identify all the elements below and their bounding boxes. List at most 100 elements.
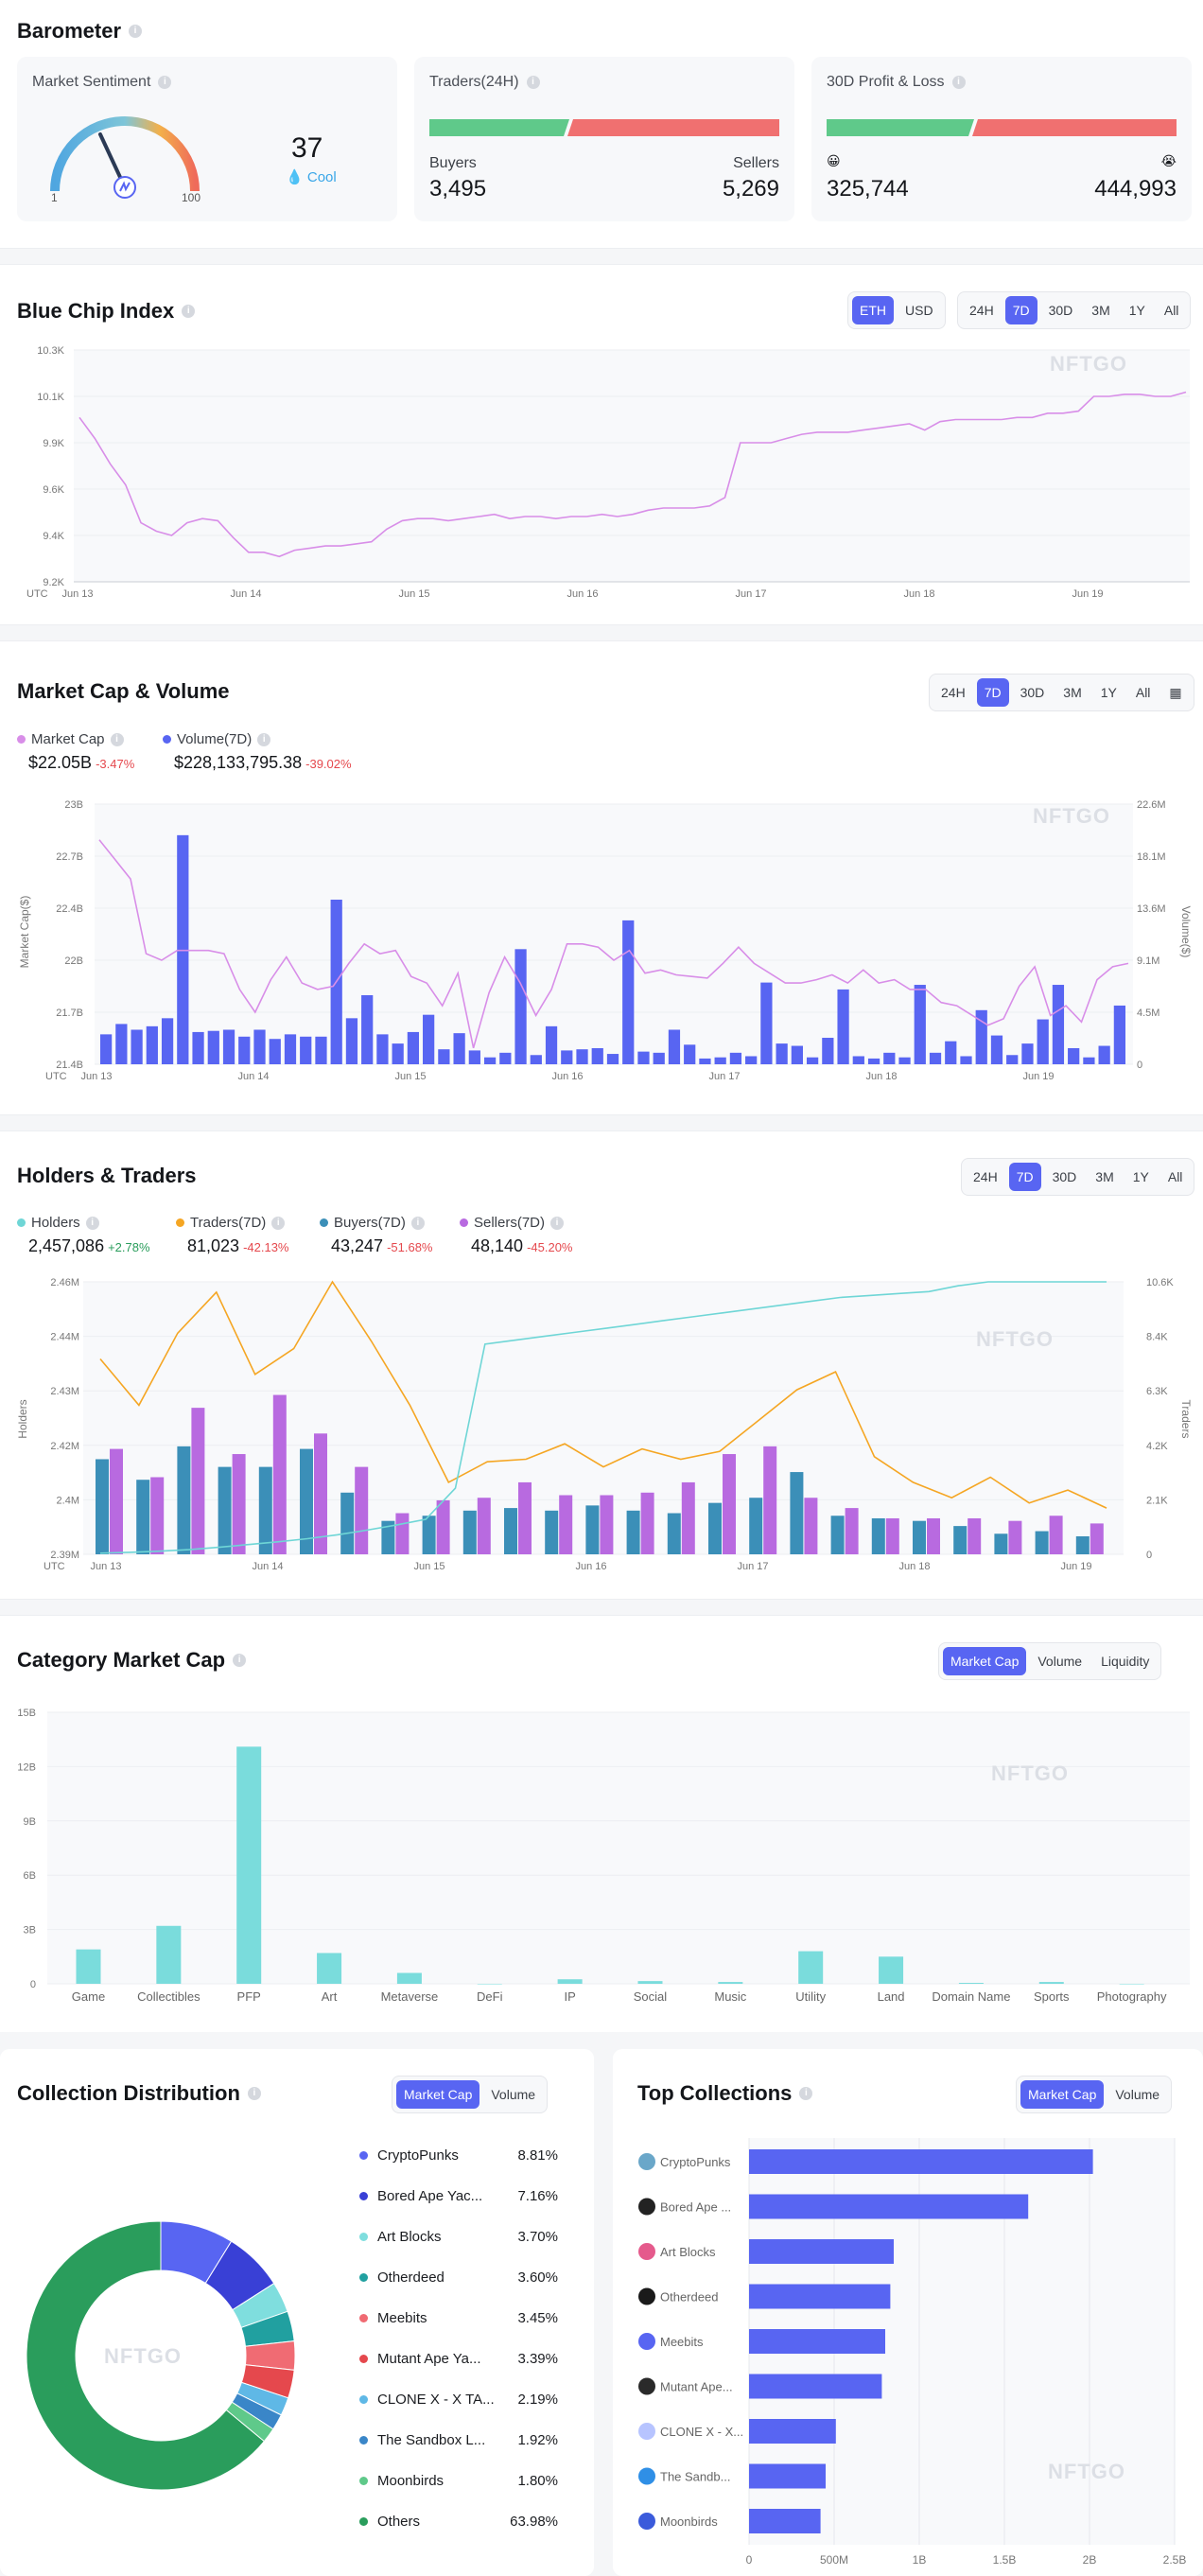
- range-30d-button[interactable]: 30D: [1052, 1169, 1077, 1184]
- buyers-bar: [218, 1466, 232, 1554]
- x-tick-label: 2B: [1083, 2553, 1097, 2567]
- legend-traders[interactable]: Traders(7D) i: [176, 1215, 286, 1231]
- sellers-bar: [804, 1498, 818, 1554]
- category-bar: [557, 1979, 583, 1984]
- distribution-legend-item[interactable]: Otherdeed 3.60%: [359, 2269, 558, 2286]
- y-left-tick-label: 2.44M: [50, 1332, 79, 1343]
- legend-buyers[interactable]: Buyers(7D) i: [320, 1215, 425, 1231]
- info-icon[interactable]: i: [247, 2087, 261, 2100]
- info-icon[interactable]: i: [550, 1216, 565, 1230]
- volume-bar: [791, 1045, 803, 1064]
- holders-line: [99, 1281, 1107, 1554]
- volume-bar: [453, 1033, 465, 1064]
- x-tick-label: 0: [746, 2553, 753, 2567]
- distribution-legend-item[interactable]: The Sandbox L... 1.92%: [359, 2432, 558, 2448]
- tab-liquidity[interactable]: Liquidity: [1101, 1654, 1150, 1669]
- legend-holders[interactable]: Holders i: [17, 1215, 99, 1231]
- x-tick-label: Jun 19: [1060, 1561, 1091, 1572]
- distribution-legend-item[interactable]: Others 63.98%: [359, 2514, 558, 2530]
- distribution-legend-item[interactable]: Bored Ape Yac... 7.16%: [359, 2188, 558, 2204]
- buyers-bar: [462, 1510, 477, 1554]
- range-3m-button[interactable]: 3M: [1095, 1169, 1114, 1184]
- sellers-bar: [763, 1446, 777, 1554]
- x-tick-label: 1.5B: [993, 2553, 1017, 2567]
- distribution-legend-item[interactable]: Meebits 3.45%: [359, 2310, 558, 2326]
- range-7d-button[interactable]: 7D: [1004, 296, 1037, 324]
- range-24h-button[interactable]: 24H: [973, 1169, 998, 1184]
- buyers-bar: [749, 1498, 763, 1554]
- info-icon[interactable]: i: [526, 76, 540, 89]
- info-icon[interactable]: i: [233, 1654, 247, 1667]
- range-all-button[interactable]: All: [1135, 685, 1151, 700]
- tab-market-cap[interactable]: Market Cap: [943, 1647, 1027, 1675]
- info-icon[interactable]: i: [799, 2087, 813, 2100]
- volume-value: $228,133,795.38 -39.02%: [174, 753, 352, 772]
- collection-label: Meebits: [660, 2335, 704, 2349]
- tab-volume[interactable]: Volume: [491, 2087, 536, 2102]
- volume-bar: [806, 1057, 819, 1064]
- legend-dot: [359, 2233, 368, 2241]
- info-icon[interactable]: i: [410, 1216, 425, 1230]
- range-24h-button[interactable]: 24H: [941, 685, 966, 700]
- y-tick-label: 3B: [24, 1925, 36, 1936]
- range-1y-button[interactable]: 1Y: [1132, 1169, 1149, 1184]
- range-3m-button[interactable]: 3M: [1063, 685, 1082, 700]
- sellers-label: Sellers: [733, 155, 779, 171]
- buyers-value: 43,247 -51.68%: [331, 1236, 433, 1255]
- distribution-legend-item[interactable]: CryptoPunks 8.81%: [359, 2147, 558, 2164]
- volume-bar: [545, 1025, 558, 1064]
- currency-eth-button[interactable]: ETH: [852, 296, 894, 324]
- sellers-bar: [723, 1454, 736, 1554]
- volume-bar: [914, 985, 926, 1064]
- range-1y-button[interactable]: 1Y: [1128, 303, 1145, 318]
- distribution-legend-item[interactable]: Art Blocks 3.70%: [359, 2229, 558, 2245]
- y-tick-label: 9.9K: [43, 438, 64, 449]
- legend-sellers[interactable]: Sellers(7D) i: [460, 1215, 565, 1231]
- y-left-tick-label: 22.7B: [56, 851, 83, 863]
- info-icon[interactable]: i: [271, 1216, 286, 1230]
- series-line: [78, 391, 1187, 558]
- collection-label: CLONE X - X...: [660, 2425, 743, 2439]
- volume-bar: [146, 1025, 158, 1064]
- y-right-tick-label: 13.6M: [1137, 903, 1166, 915]
- range-7d-button[interactable]: 7D: [1008, 1163, 1041, 1191]
- info-icon[interactable]: i: [110, 732, 124, 746]
- buyers-bar: [708, 1502, 722, 1554]
- buyers-bar: [953, 1526, 968, 1554]
- plot-area: [95, 804, 1133, 1064]
- calendar-icon[interactable]: ▦: [1169, 685, 1182, 700]
- buyers-value: 3,495: [429, 176, 487, 202]
- x-tick-label: Photography: [1097, 1989, 1167, 2004]
- range-7d-button[interactable]: 7D: [976, 678, 1009, 707]
- range-24h-button[interactable]: 24H: [969, 303, 994, 318]
- range-30d-button[interactable]: 30D: [1020, 685, 1045, 700]
- buyers-bar: [422, 1516, 436, 1554]
- range-30d-button[interactable]: 30D: [1048, 303, 1073, 318]
- x-tick-label: Jun 15: [398, 588, 429, 600]
- distribution-legend-item[interactable]: Moonbirds 1.80%: [359, 2473, 558, 2489]
- range-all-button[interactable]: All: [1167, 1169, 1183, 1184]
- legend-volume[interactable]: Volume(7D) i: [163, 731, 271, 747]
- tab-market-cap[interactable]: Market Cap: [1020, 2080, 1105, 2109]
- info-icon[interactable]: i: [951, 76, 966, 89]
- legend-market-cap[interactable]: Market Cap i: [17, 731, 124, 747]
- currency-usd-button[interactable]: USD: [905, 303, 933, 318]
- range-all-button[interactable]: All: [1163, 303, 1179, 318]
- legend-dot: [359, 2477, 368, 2485]
- distribution-legend-item[interactable]: Mutant Ape Ya... 3.39%: [359, 2351, 558, 2367]
- info-icon[interactable]: i: [129, 25, 143, 38]
- x-tick-label: Utility: [795, 1989, 826, 2004]
- volume-bar: [499, 1052, 512, 1064]
- info-icon[interactable]: i: [182, 305, 196, 318]
- tab-market-cap[interactable]: Market Cap: [396, 2080, 480, 2109]
- tab-volume[interactable]: Volume: [1115, 2087, 1160, 2102]
- buyers-bar: [136, 1480, 150, 1554]
- range-3m-button[interactable]: 3M: [1091, 303, 1110, 318]
- info-icon[interactable]: i: [257, 732, 271, 746]
- info-icon[interactable]: i: [85, 1216, 99, 1230]
- distribution-legend-item[interactable]: CLONE X - X TA... 2.19%: [359, 2392, 558, 2408]
- info-icon[interactable]: i: [158, 76, 172, 89]
- tab-volume[interactable]: Volume: [1037, 1654, 1083, 1669]
- collection-name: Mutant Ape Ya...: [377, 2351, 481, 2367]
- range-1y-button[interactable]: 1Y: [1100, 685, 1117, 700]
